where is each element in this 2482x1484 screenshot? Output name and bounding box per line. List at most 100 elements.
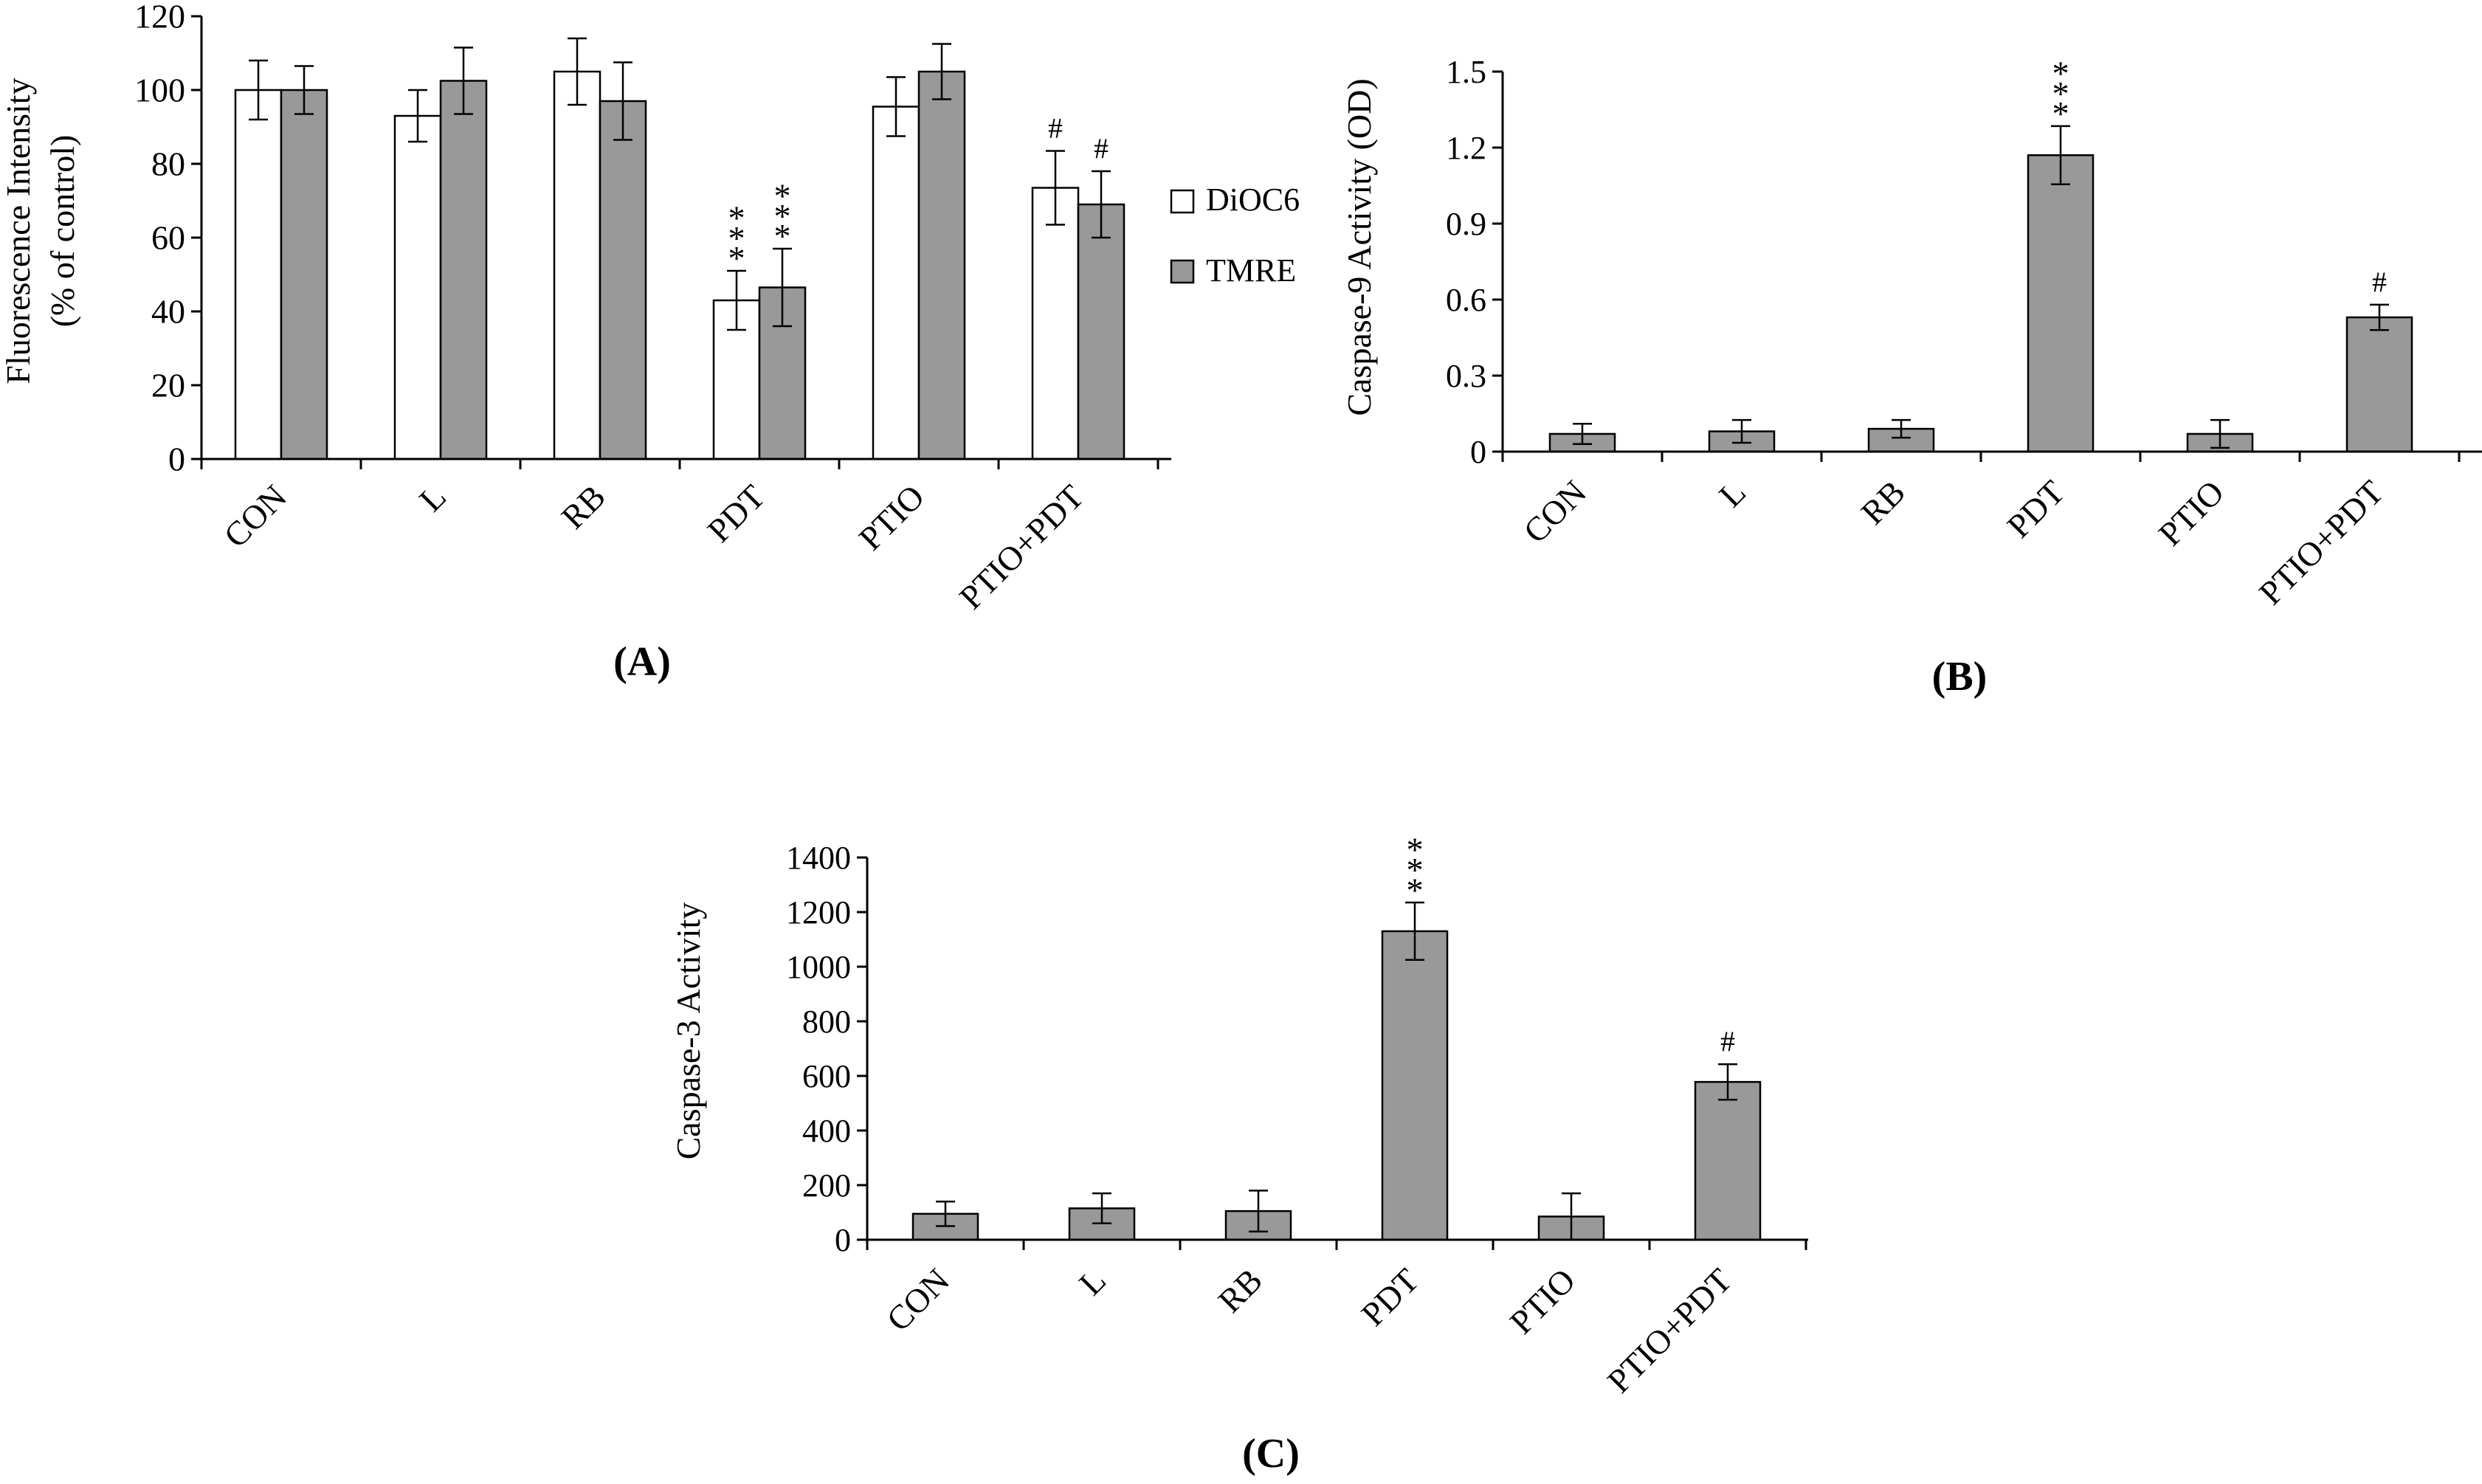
panel-c-significance-star: *	[1406, 851, 1423, 888]
panel-a-significance-hash: #	[1048, 112, 1063, 145]
panel-a-significance-star: *	[773, 218, 790, 255]
panel-a-y-tick-labels: 0 20 40 60 80 100 120	[134, 0, 185, 478]
legend-label-dioc6: DiOC6	[1206, 182, 1300, 218]
panel-a-y-tick-label: 80	[151, 145, 185, 183]
panel-a-annotations: ***#***#	[728, 112, 1109, 277]
panel-c-category-label: PDT	[1354, 1261, 1427, 1333]
panel-b-category-label: L	[1711, 473, 1753, 514]
panel-c-y-tick-label: 1200	[786, 894, 851, 931]
panel-c-category-label: CON	[879, 1261, 956, 1339]
panel-a-y-tick-label: 120	[134, 0, 185, 35]
panel-a-bar-dioc6	[553, 70, 601, 460]
panel-c-chart: 0 200 400 600 800 1000 1200 1400 *** # CON L RB PDT…	[669, 831, 1808, 1477]
panel-c-y-tick-label: 200	[802, 1167, 851, 1204]
panel-a-bar-dioc6	[872, 106, 920, 460]
panel-b-significance-star: *	[2052, 95, 2069, 133]
panel-b-y-tick-label: 0.9	[1446, 206, 1486, 242]
legend-swatch-dioc6	[1170, 189, 1195, 214]
panel-b-category-labels: CON L RB PDT PTIO PTIO+PDT	[1516, 473, 2390, 612]
panel-a-axes	[191, 15, 1171, 469]
panel-a-category-label: PTIO+PDT	[952, 477, 1091, 616]
panel-a-label: (A)	[613, 639, 671, 685]
panel-c-bar-caspase-3	[1381, 930, 1449, 1241]
panel-a-category-label: PDT	[700, 477, 773, 550]
panel-a-significance-star: *	[728, 199, 745, 237]
panel-b-axes	[1492, 70, 2482, 462]
panel-c-axes	[857, 856, 1808, 1250]
panel-c-y-tick-label: 1000	[786, 949, 851, 985]
panel-a-bar-tmre	[917, 70, 966, 460]
panel-b-y-tick-label: 0	[1470, 434, 1486, 470]
panel-b-category-label: PTIO+PDT	[2252, 473, 2390, 612]
panel-b-y-tick-label: 0.6	[1446, 282, 1486, 318]
panel-a-bar-tmre	[1077, 203, 1125, 460]
panel-a-legend: DiOC6 TMRE	[1170, 182, 1300, 289]
panel-c-y-axis-label: Caspase-3 Activity	[669, 903, 707, 1160]
panel-b-significance-star: *	[2052, 75, 2069, 112]
panel-b-significance-hash: #	[2372, 266, 2387, 298]
panel-c-category-label: L	[1072, 1261, 1113, 1302]
panel-a-bar-tmre	[599, 100, 647, 460]
panel-a-bar-dioc6	[234, 89, 283, 460]
panel-a-category-label: PTIO	[852, 477, 931, 557]
panel-a-category-label: L	[412, 477, 453, 519]
panel-a-significance-star: *	[728, 219, 745, 257]
panel-b-error-bars	[1573, 125, 2389, 449]
legend-swatch-tmre	[1170, 259, 1195, 284]
panel-a-significance-hash: #	[1094, 132, 1109, 165]
panel-c-y-tick-label: 0	[835, 1222, 851, 1258]
panel-b-bar-caspase-9	[2345, 316, 2413, 453]
panel-b-annotations: *** #	[2052, 55, 2387, 298]
panel-c-error-bars	[936, 901, 1737, 1241]
panel-c-y-tick-labels: 0 200 400 600 800 1000 1200 1400	[786, 840, 851, 1258]
panel-c-significance-hash: #	[1720, 1025, 1735, 1057]
panel-a-y-axis-label-line2: (% of control)	[44, 135, 81, 328]
panel-b-category-label: PDT	[2000, 473, 2072, 545]
panel-c-label: (C)	[1242, 1431, 1300, 1477]
panel-b-bars	[1548, 154, 2413, 453]
panel-c-bar-caspase-3	[1694, 1080, 1762, 1241]
panel-c-y-tick-label: 600	[802, 1058, 851, 1094]
panel-b-y-tick-label: 0.3	[1446, 358, 1486, 394]
panel-a-y-tick-label: 40	[151, 293, 185, 331]
panel-c-significance-star: *	[1406, 831, 1423, 869]
panel-a-bar-dioc6	[1031, 187, 1080, 460]
panel-a-error-bars	[249, 37, 1111, 331]
panel-a-category-labels: CON L RB PDT PTIO PTIO+PDT	[216, 477, 1091, 616]
panel-a-y-tick-label: 20	[151, 367, 185, 404]
panel-c-category-labels: CON L RB PDT PTIO PTIO+PDT	[879, 1261, 1739, 1400]
panel-a-y-tick-label: 100	[134, 72, 185, 109]
panel-b-bar-caspase-9	[2027, 154, 2095, 453]
panel-a-category-label: RB	[554, 477, 613, 536]
panel-a-bar-tmre	[280, 89, 328, 460]
panel-a-y-tick-label: 0	[168, 441, 185, 478]
panel-c-bars	[911, 930, 1762, 1241]
panel-a-bars	[234, 70, 1125, 460]
panel-c-y-tick-label: 800	[802, 1004, 851, 1040]
panel-a-y-axis-label-line1: Fluorescence Intensity	[0, 77, 37, 384]
panel-b-category-label: PTIO	[2151, 473, 2231, 553]
panel-c-significance-star: *	[1406, 872, 1423, 909]
legend-label-tmre: TMRE	[1206, 252, 1296, 289]
panel-a-significance-star: *	[728, 240, 745, 277]
panel-c-category-label: PTIO+PDT	[1600, 1261, 1739, 1400]
panel-b-y-tick-label: 1.2	[1446, 130, 1486, 166]
panel-a-bar-dioc6	[393, 114, 442, 460]
panel-b-category-label: RB	[1854, 473, 1912, 531]
panel-b-significance-star: *	[2052, 55, 2069, 92]
panel-b-y-tick-label: 1.5	[1446, 54, 1486, 90]
panel-a-bar-tmre	[439, 80, 488, 460]
panel-c-category-label: PTIO	[1503, 1261, 1582, 1341]
panel-b-label: (B)	[1932, 654, 1988, 700]
panel-a-y-tick-label: 60	[151, 219, 185, 257]
panel-c-y-tick-label: 1400	[786, 840, 851, 876]
panel-b-y-axis-label: Caspase-9 Activity (OD)	[1340, 78, 1378, 415]
panel-b-chart: 0 0.3 0.6 0.9 1.2 1.5 *** # CON L RB PDT PTIO PTIO+…	[1340, 54, 2482, 700]
panel-c-y-tick-label: 400	[802, 1113, 851, 1149]
panel-b-y-tick-labels: 0 0.3 0.6 0.9 1.2 1.5	[1446, 54, 1486, 470]
panel-a-category-label: CON	[216, 477, 294, 555]
panel-a-significance-star: *	[773, 177, 790, 215]
panel-c-annotations: *** #	[1406, 831, 1735, 1057]
